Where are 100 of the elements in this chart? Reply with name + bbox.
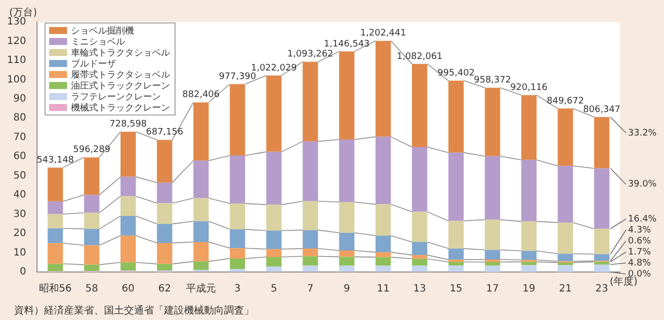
x-tick-label: 3 bbox=[234, 284, 241, 295]
annotation: 1.7% bbox=[628, 247, 652, 258]
bar bbox=[120, 236, 136, 262]
x-tick-label: 平成元 bbox=[186, 282, 216, 295]
x-tick-label: 7 bbox=[307, 284, 314, 295]
bar bbox=[339, 51, 354, 140]
x-tick-label: 19 bbox=[522, 284, 536, 295]
bar bbox=[156, 224, 172, 243]
bar bbox=[48, 214, 63, 228]
y-tick-label: 60 bbox=[13, 151, 26, 162]
bar bbox=[302, 230, 318, 249]
bar bbox=[48, 243, 63, 264]
y-tick-label: 40 bbox=[13, 190, 26, 201]
bar bbox=[230, 258, 246, 270]
bar bbox=[339, 256, 354, 266]
y-tick-label: 100 bbox=[6, 74, 26, 86]
bar bbox=[558, 262, 574, 266]
legend-label: 油圧式トラッククレーン bbox=[71, 80, 170, 92]
x-tick-label: 13 bbox=[413, 284, 426, 295]
x-tick-label: 11 bbox=[376, 284, 390, 295]
bar bbox=[521, 265, 537, 272]
bar bbox=[266, 204, 282, 231]
x-tick-label: 60 bbox=[122, 284, 135, 295]
bar bbox=[484, 262, 500, 266]
bar bbox=[521, 262, 537, 266]
bar bbox=[484, 266, 500, 272]
y-tick-label: 50 bbox=[13, 170, 26, 182]
y-tick-label: 10 bbox=[13, 247, 26, 258]
y-tick-label: 90 bbox=[13, 94, 26, 105]
bar bbox=[412, 255, 428, 259]
x-tick-label: 23 bbox=[595, 284, 608, 295]
bar bbox=[484, 88, 500, 156]
bar bbox=[266, 249, 282, 257]
bar bbox=[302, 141, 318, 202]
y-tick-label: 20 bbox=[13, 228, 26, 240]
bar bbox=[376, 236, 391, 252]
annotation: 1,093,262 bbox=[287, 50, 334, 60]
legend-label: ショベル掘削機 bbox=[71, 25, 134, 36]
bar bbox=[266, 75, 282, 152]
bar bbox=[448, 152, 464, 221]
bar bbox=[412, 64, 428, 147]
bar bbox=[84, 212, 100, 229]
bar bbox=[594, 262, 610, 264]
annotation: 995,402 bbox=[437, 68, 475, 78]
legend-label: ブルドーザ bbox=[71, 58, 116, 70]
x-tick-label: 昭和56 bbox=[38, 282, 72, 295]
y-tick-label: 80 bbox=[13, 112, 26, 124]
bar bbox=[484, 220, 500, 250]
bar bbox=[448, 80, 464, 153]
legend-label: 機械式トラッククレーン bbox=[71, 102, 170, 114]
legend-label: ラフテレーンクレーン bbox=[71, 92, 162, 102]
annotation: 39.0% bbox=[628, 180, 658, 190]
y-tick-label: 30 bbox=[13, 208, 26, 220]
bar bbox=[594, 168, 610, 229]
annotation: 33.2% bbox=[628, 128, 658, 138]
legend-label: 履帯式トラクタショベル bbox=[71, 69, 170, 80]
y-tick-label: 130 bbox=[6, 16, 26, 28]
bar bbox=[48, 201, 63, 214]
annotation: 1,202,441 bbox=[360, 28, 406, 39]
bar bbox=[521, 160, 537, 222]
x-tick-label: 15 bbox=[450, 284, 462, 295]
bar bbox=[412, 266, 428, 272]
bar bbox=[558, 254, 574, 262]
bar bbox=[193, 102, 209, 161]
bar bbox=[193, 160, 209, 198]
bar bbox=[230, 229, 246, 248]
y-tick-label: 120 bbox=[6, 36, 26, 47]
bar bbox=[230, 155, 246, 204]
annotation: 920,116 bbox=[510, 82, 548, 93]
bar bbox=[521, 95, 537, 160]
bar bbox=[156, 264, 172, 270]
legend-label: 車輪式トラクタショベル bbox=[71, 47, 170, 58]
annotation: 806,347 bbox=[583, 104, 620, 115]
legend-label: ミニショベル bbox=[71, 37, 126, 48]
bar bbox=[521, 221, 537, 251]
x-tick-label: 9 bbox=[344, 284, 350, 295]
bar bbox=[302, 248, 318, 256]
x-tick-label: 5 bbox=[270, 284, 278, 295]
annotation: 0.6% bbox=[628, 236, 652, 246]
bar bbox=[594, 264, 610, 272]
bar bbox=[266, 152, 282, 205]
y-tick-label: 70 bbox=[13, 132, 26, 143]
bar bbox=[84, 228, 100, 246]
bar bbox=[376, 266, 391, 272]
x-tick-label: 58 bbox=[85, 284, 98, 295]
bar bbox=[558, 222, 574, 254]
annotation: 543,148 bbox=[36, 155, 74, 166]
bar bbox=[302, 201, 318, 230]
bar bbox=[156, 182, 172, 204]
bar bbox=[120, 262, 136, 271]
bar bbox=[412, 212, 428, 242]
bar bbox=[266, 257, 282, 267]
annotation: 882,406 bbox=[182, 90, 220, 100]
bar bbox=[339, 140, 354, 202]
bar bbox=[84, 194, 100, 213]
bar bbox=[266, 266, 282, 272]
bar bbox=[266, 230, 282, 250]
bar bbox=[376, 136, 391, 204]
bar bbox=[412, 242, 428, 256]
x-axis-title: (年度) bbox=[610, 276, 638, 288]
